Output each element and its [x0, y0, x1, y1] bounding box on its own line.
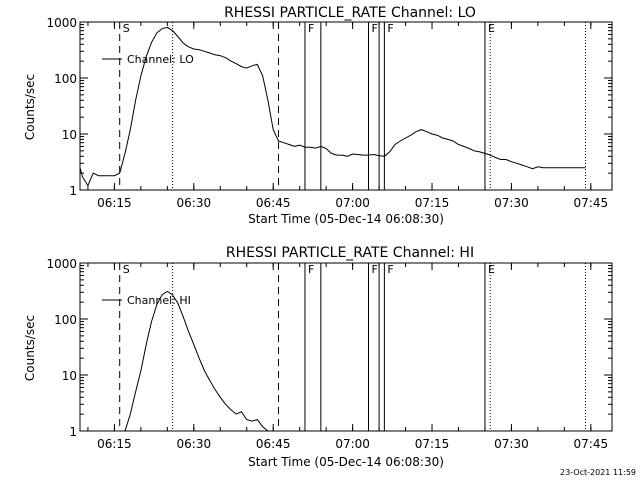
chart-panel-hi: RHESSI PARTICLE_RATE Channel: HI Start T…	[23, 245, 613, 469]
y-tick-label: 10	[62, 128, 77, 142]
event-marker-label: S	[123, 263, 130, 276]
chart-title: RHESSI PARTICLE_RATE Channel: HI	[226, 245, 474, 261]
x-tick-label: 07:15	[415, 196, 450, 210]
x-tick-label: 07:45	[574, 196, 609, 210]
x-tick-label: 06:15	[97, 437, 132, 451]
x-tick-label: 06:15	[97, 196, 132, 210]
x-tick-label: 07:15	[415, 437, 450, 451]
x-axis-label: Start Time (05-Dec-14 06:08:30)	[248, 455, 444, 469]
y-tick-label: 1000	[46, 16, 77, 30]
x-tick-label: 07:45	[574, 437, 609, 451]
x-tick-label: 07:30	[494, 196, 529, 210]
x-axis-label: Start Time (05-Dec-14 06:08:30)	[248, 212, 444, 226]
plot-frame	[79, 21, 613, 191]
x-tick-label: 06:45	[256, 196, 291, 210]
plot-frame	[79, 262, 613, 432]
event-marker-label: F	[308, 22, 314, 35]
event-marker-label: E	[488, 22, 495, 35]
y-tick-label: 1000	[46, 257, 77, 271]
event-marker-label: F	[308, 263, 314, 276]
x-tick-label: 06:45	[256, 437, 291, 451]
y-tick-label: 1	[69, 425, 77, 439]
chart-panel-lo: RHESSI PARTICLE_RATE Channel: LO Start T…	[23, 5, 613, 226]
event-marker-label: S	[123, 22, 130, 35]
x-tick-label: 07:00	[335, 437, 370, 451]
x-tick-label: 07:30	[494, 437, 529, 451]
series-line	[79, 26, 586, 187]
event-marker-label: E	[488, 263, 495, 276]
event-marker-label: F	[371, 22, 377, 35]
y-axis-label: Counts/sec	[23, 74, 37, 140]
x-tick-label: 07:00	[335, 196, 370, 210]
x-tick-label: 06:30	[177, 437, 212, 451]
event-marker-label: F	[387, 22, 393, 35]
chart-title: RHESSI PARTICLE_RATE Channel: LO	[224, 5, 476, 21]
y-tick-label: 10	[62, 369, 77, 383]
series-line	[124, 290, 269, 432]
y-axis-label: Counts/sec	[23, 315, 37, 381]
x-tick-label: 06:30	[177, 196, 212, 210]
y-tick-label: 1	[69, 184, 77, 198]
timestamp-stamp: 23-Oct-2021 11:59	[560, 468, 636, 477]
event-marker-label: F	[371, 263, 377, 276]
event-marker-label: F	[387, 263, 393, 276]
legend-label: Channel: LO	[127, 53, 194, 66]
y-tick-label: 100	[54, 72, 77, 86]
y-tick-label: 100	[54, 313, 77, 327]
